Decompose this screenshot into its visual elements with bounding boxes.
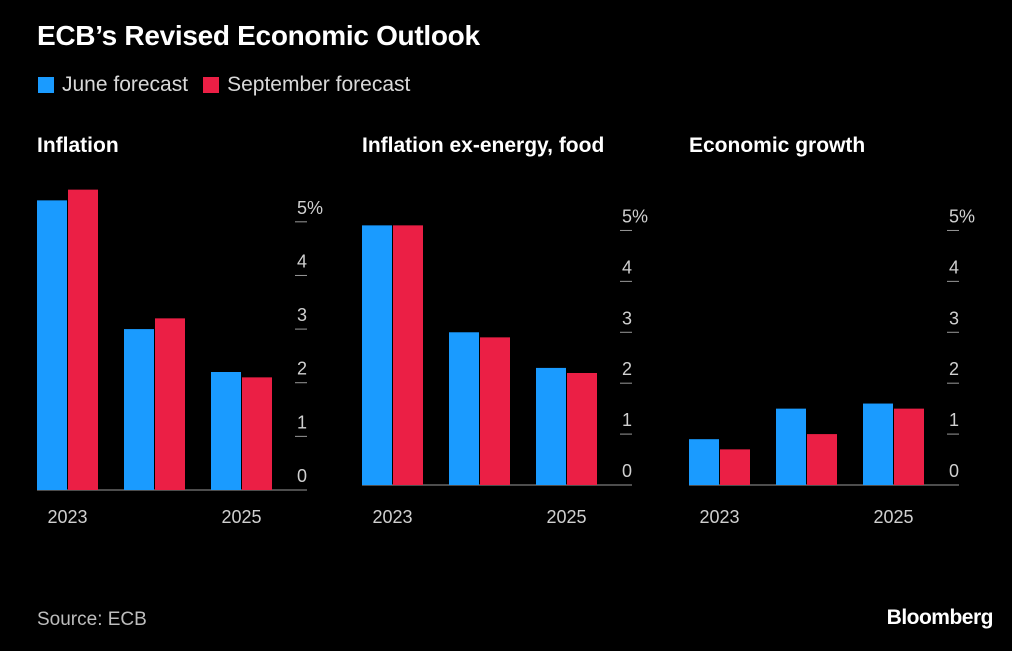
core-inflation-xtick-label-2025: 2025 <box>546 507 586 527</box>
chart-panel-growth: 0 1 2 3 4 5% 2023 2025 <box>689 206 975 527</box>
inflation-bar-2023-june <box>37 200 67 490</box>
bloomberg-logo: Bloomberg <box>886 606 994 629</box>
core-inflation-ytick-label-2: 2 <box>622 359 632 379</box>
inflation-ytick-label-2: 2 <box>297 359 307 379</box>
core-inflation-ytick-label-1: 1 <box>622 410 632 430</box>
core-inflation-ytick-label-4: 4 <box>622 257 632 277</box>
inflation-bar-2024-june <box>124 329 154 490</box>
growth-bar-2025-september <box>894 408 924 485</box>
inflation-ytick-label-3: 3 <box>297 305 307 325</box>
growth-ytick-label-2: 2 <box>949 359 959 379</box>
core-inflation-bar-2025-june <box>536 367 566 485</box>
growth-xtick-label-2023: 2023 <box>699 507 739 527</box>
growth-ytick-label-5: 5% <box>949 206 975 226</box>
core-inflation-bar-2023-june <box>362 225 392 485</box>
growth-bar-2023-september <box>720 449 750 485</box>
inflation-xtick-label-2025: 2025 <box>221 507 261 527</box>
core-inflation-bar-2024-september <box>480 337 510 485</box>
growth-bar-2024-june <box>776 408 806 485</box>
panel-title-growth: Economic growth <box>689 134 866 157</box>
inflation-ytick-label-1: 1 <box>297 412 307 432</box>
inflation-bar-2025-june <box>211 372 241 490</box>
core-inflation-xtick-label-2023: 2023 <box>372 507 412 527</box>
legend-item-september: September forecast <box>203 73 410 97</box>
inflation-ytick-label-4: 4 <box>297 251 307 271</box>
core-inflation-ytick-label-0: 0 <box>622 461 632 481</box>
legend-label-june: June forecast <box>62 73 189 96</box>
inflation-bar-2024-september <box>155 318 185 490</box>
core-inflation-ytick-label-3: 3 <box>622 308 632 328</box>
chart-panel-inflation: 0 1 2 3 4 5% 2023 2025 <box>37 189 323 527</box>
legend-item-june: June forecast <box>38 73 188 97</box>
source-note: Source: ECB <box>37 609 147 630</box>
growth-ytick-label-1: 1 <box>949 410 959 430</box>
chart-panel-core-inflation: 0 1 2 3 4 5% 2023 2025 <box>362 206 648 527</box>
growth-bar-2023-june <box>689 439 719 485</box>
legend-label-september: September forecast <box>227 73 411 96</box>
growth-xtick-label-2025: 2025 <box>873 507 913 527</box>
legend: June forecast September forecast <box>38 72 410 98</box>
growth-ytick-label-3: 3 <box>949 308 959 328</box>
core-inflation-bar-2025-september <box>567 373 597 485</box>
core-inflation-bar-2023-september <box>393 225 423 485</box>
inflation-bar-2025-september <box>242 377 272 490</box>
core-inflation-ytick-label-5: 5% <box>622 206 648 226</box>
panel-title-inflation: Inflation <box>37 134 119 157</box>
inflation-bar-2023-september <box>68 189 98 491</box>
growth-ytick-label-4: 4 <box>949 257 959 277</box>
growth-bar-2024-september <box>807 434 837 485</box>
growth-bar-2025-june <box>863 403 893 485</box>
inflation-ytick-label-5: 5% <box>297 198 323 218</box>
panel-title-core-inflation: Inflation ex-energy, food <box>362 134 605 157</box>
chart-title: ECB’s Revised Economic Outlook <box>37 20 480 51</box>
core-inflation-bar-2024-june <box>449 332 479 485</box>
inflation-ytick-label-0: 0 <box>297 466 307 486</box>
legend-swatch-june <box>38 77 54 93</box>
legend-swatch-september <box>203 77 220 93</box>
growth-ytick-label-0: 0 <box>949 461 959 481</box>
inflation-xtick-label-2023: 2023 <box>47 507 87 527</box>
